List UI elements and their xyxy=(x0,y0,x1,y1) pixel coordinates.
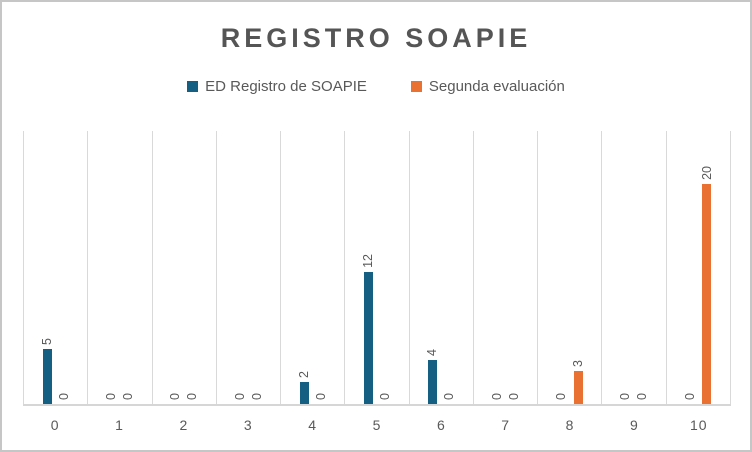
x-axis-tick-label: 10 xyxy=(689,417,708,433)
legend-item-segunda-evaluacion: Segunda evaluación xyxy=(410,78,565,95)
series-slot: 0 xyxy=(121,131,136,404)
data-label: 0 xyxy=(554,393,568,400)
data-label: 0 xyxy=(442,393,457,400)
series-slot: 4 xyxy=(425,131,440,404)
legend-swatch-blue-icon xyxy=(187,81,199,92)
data-label: 0 xyxy=(56,393,71,400)
bar xyxy=(428,360,438,404)
series-slot: 0 xyxy=(185,131,200,404)
data-label: 3 xyxy=(571,360,585,367)
series-slot: 0 xyxy=(249,131,264,404)
data-label: 2 xyxy=(296,371,311,378)
x-axis-tick-label: 5 xyxy=(372,417,382,433)
data-label: 0 xyxy=(635,393,650,400)
series-slot: 0 xyxy=(489,131,504,404)
x-axis-tick-label: 8 xyxy=(565,417,575,433)
series-slot: 0 xyxy=(682,131,697,404)
data-label: 0 xyxy=(313,393,328,400)
series-slot: 3 xyxy=(571,131,585,404)
data-label: 0 xyxy=(489,393,504,400)
legend-item-ed-registro: ED Registro de SOAPIE xyxy=(187,78,367,95)
data-label: 12 xyxy=(361,254,376,268)
data-label: 0 xyxy=(618,393,633,400)
x-axis-tick-label: 4 xyxy=(308,417,318,433)
series-slot: 0 xyxy=(506,131,521,404)
series-slot: 20 xyxy=(699,131,714,404)
category-cell-10: 0 20 xyxy=(667,131,731,404)
bar xyxy=(573,371,583,404)
data-label: 0 xyxy=(249,393,264,400)
data-label: 0 xyxy=(232,393,247,400)
plot-area: 5 0 0 0 0 0 0 0 2 0 12 0 4 0 0 0 0 3 0 0 0 20 xyxy=(23,131,731,406)
series-slot: 5 xyxy=(39,131,54,404)
series-slot: 0 xyxy=(618,131,633,404)
data-label: 0 xyxy=(168,393,183,400)
x-axis-tick-label: 6 xyxy=(436,417,446,433)
series-slot: 0 xyxy=(104,131,119,404)
x-axis-tick-label: 1 xyxy=(115,417,124,433)
category-cell-5: 12 0 xyxy=(345,131,410,404)
bar xyxy=(363,272,373,404)
data-label: 4 xyxy=(425,349,440,356)
bar xyxy=(702,184,712,404)
data-label: 0 xyxy=(506,393,521,400)
legend: ED Registro de SOAPIE Segunda evaluación xyxy=(2,78,750,95)
x-axis-tick-label: 0 xyxy=(50,417,60,433)
x-axis-tick-label: 2 xyxy=(179,417,189,433)
x-axis-tick-label: 9 xyxy=(630,417,639,433)
data-label: 0 xyxy=(682,393,697,400)
series-slot: 2 xyxy=(296,131,311,404)
data-label: 0 xyxy=(121,393,136,400)
series-slot: 12 xyxy=(361,131,376,404)
legend-label: Segunda evaluación xyxy=(428,78,565,95)
data-label: 20 xyxy=(699,166,714,180)
legend-label: ED Registro de SOAPIE xyxy=(205,78,367,95)
series-slot: 0 xyxy=(554,131,568,404)
legend-swatch-orange-icon xyxy=(410,81,422,92)
x-axis-tick-label: 7 xyxy=(501,417,511,433)
series-slot: 0 xyxy=(232,131,247,404)
bar xyxy=(299,382,309,404)
x-axis: 0 1 2 3 4 5 6 7 8 9 10 xyxy=(23,408,731,433)
series-slot: 0 xyxy=(442,131,457,404)
bar xyxy=(42,349,52,404)
series-slot: 0 xyxy=(378,131,393,404)
series-slot: 0 xyxy=(635,131,650,404)
series-slot: 0 xyxy=(313,131,328,404)
data-label: 0 xyxy=(104,393,119,400)
series-slot: 0 xyxy=(56,131,71,404)
chart-title: REGISTRO SOAPIE xyxy=(220,23,532,53)
data-label: 5 xyxy=(39,338,54,345)
data-label: 0 xyxy=(378,393,393,400)
series-slot: 0 xyxy=(168,131,183,404)
x-axis-tick-label: 3 xyxy=(243,417,253,433)
data-label: 0 xyxy=(185,393,200,400)
